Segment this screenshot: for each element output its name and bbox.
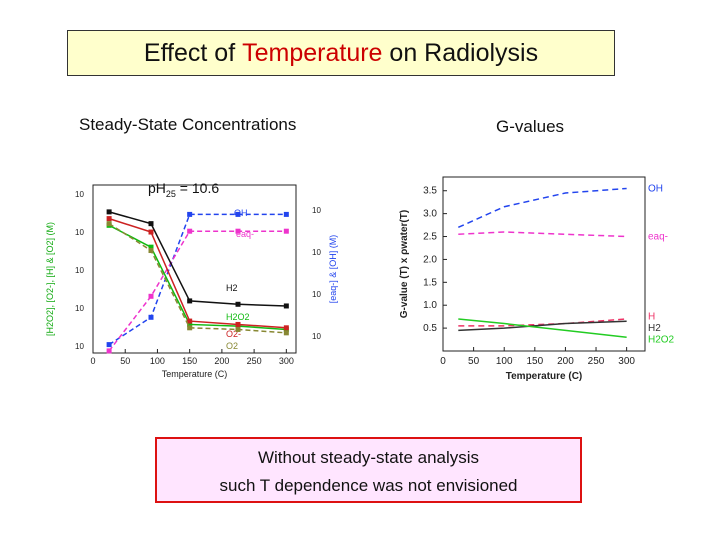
data-point-OH (283, 211, 289, 217)
y-tick-label: 3.0 (423, 209, 437, 220)
x-tick-label: 100 (150, 356, 165, 366)
x-tick-label: 150 (526, 356, 543, 367)
series-label-H2O2: H2O2 (648, 335, 675, 346)
x-tick-label: 200 (214, 356, 229, 366)
series-line-OH (108, 213, 287, 346)
x-tick-label: 100 (496, 356, 513, 367)
series-label-H2O2: H2O2 (226, 312, 250, 322)
left-heading: Steady-State Concentrations (79, 115, 297, 134)
data-point-O2 (106, 221, 112, 227)
x-axis-label: Temperature (C) (506, 371, 583, 382)
right-tick-label: 10 (312, 248, 321, 257)
data-point-H2O2 (187, 321, 193, 327)
left-tick-label: 10 (75, 304, 84, 313)
data-point-eaq- (148, 293, 154, 299)
data-point-O2 (283, 330, 289, 336)
series-label-O2: O2 (226, 341, 238, 351)
data-point-H2 (235, 301, 241, 307)
x-axis-label: Temperature (C) (162, 369, 228, 379)
right-axis-label: [eaq-] & [OH] (M) (328, 235, 338, 304)
data-point-O2- (106, 216, 112, 222)
series-label-H: H (648, 312, 655, 323)
data-point-O2 (187, 325, 193, 331)
data-point-H2O2 (148, 244, 154, 250)
right-tick-label: 10 (312, 332, 321, 341)
data-point-eaq- (106, 348, 112, 354)
series-label-H2: H2 (648, 323, 661, 334)
x-tick-label: 250 (247, 356, 262, 366)
right-heading: G-values (496, 117, 565, 136)
plot-frame (92, 184, 297, 354)
data-point-eaq- (283, 228, 289, 234)
series-label-O2-: O2- (226, 329, 241, 339)
ph-label: pH25 = 10.6 (148, 180, 220, 199)
series-line-OH (457, 187, 627, 229)
data-point-O2- (283, 325, 289, 331)
data-point-OH (106, 342, 112, 348)
x-tick-label: 300 (618, 356, 635, 367)
data-point-H2 (148, 221, 154, 227)
series-line-H2O2 (108, 224, 287, 331)
right-tick-label: 10 (312, 206, 321, 215)
y-tick-label: 2.5 (423, 232, 437, 243)
series-line-H (458, 318, 627, 327)
y-tick-label: 1.5 (423, 277, 437, 288)
y-tick-label: 0.5 (423, 323, 437, 334)
x-tick-label: 50 (468, 356, 480, 367)
data-point-OH (148, 314, 154, 320)
series-label-OH: OH (234, 208, 248, 218)
x-tick-label: 50 (120, 356, 130, 366)
x-tick-label: 0 (90, 356, 95, 366)
note-box: Without steady-state analysis such T dep… (155, 437, 582, 503)
x-tick-label: 250 (588, 356, 605, 367)
left-tick-label: 10 (75, 266, 84, 275)
series-line-eaq- (458, 231, 627, 238)
data-point-H2 (187, 298, 193, 304)
note-line-1: Without steady-state analysis (257, 448, 480, 467)
data-point-H2 (283, 303, 289, 309)
series-label-H2: H2 (226, 283, 238, 293)
data-point-OH (235, 211, 241, 217)
steady-state-chart: 0 50 100 150 200 250 300 Temperature (C) 10 10 10 1… (45, 184, 338, 379)
left-tick-label: 10 (75, 190, 84, 199)
data-point-eaq- (187, 228, 193, 234)
series-line-H2O2 (458, 318, 627, 339)
series-label-OH: OH (648, 183, 663, 194)
series-line-eaq- (108, 230, 287, 352)
series-label-eaq-: eaq- (648, 232, 668, 243)
y-axis-label: G-value (T) x ρwater(T) (399, 210, 410, 318)
x-tick-label: 0 (440, 356, 446, 367)
note-line-2: such T dependence was not envisioned (219, 476, 518, 495)
data-point-O2- (148, 229, 154, 235)
x-tick-label: 200 (557, 356, 574, 367)
left-tick-label: 10 (75, 342, 84, 351)
data-point-O2- (187, 318, 193, 324)
series-line-O2- (108, 217, 287, 329)
left-tick-label: 10 (75, 228, 84, 237)
data-point-O2 (148, 248, 154, 254)
right-tick-label: 10 (312, 290, 321, 299)
x-tick-label: 300 (279, 356, 294, 366)
plot-frame (442, 176, 646, 352)
series-line-H2 (458, 320, 627, 332)
g-values-chart: 0 50 100 150 200 250 300 Temperature (C) 0.5 1.0 1… (399, 176, 675, 382)
title-post: on Radiolysis (389, 38, 539, 67)
data-point-eaq- (235, 228, 241, 234)
y-tick-label: 1.0 (423, 300, 437, 311)
data-point-O2 (235, 326, 241, 332)
y-tick-label: 3.5 (423, 186, 437, 197)
data-point-O2- (235, 321, 241, 327)
y-tick-label: 2.0 (423, 254, 437, 265)
title-pre: Effect of (143, 38, 236, 67)
series-label-eaq-: eaq- (236, 229, 254, 239)
title-highlight: Temperature (242, 38, 383, 67)
data-point-H2 (106, 209, 112, 215)
left-axis-label: [H2O2], [O2-], [H] & [O2] (M) (45, 222, 55, 336)
slide-title: Effect of Temperature on Radiolysis (67, 30, 615, 76)
data-point-OH (187, 211, 193, 217)
series-line-H2 (108, 211, 287, 307)
x-tick-label: 150 (182, 356, 197, 366)
